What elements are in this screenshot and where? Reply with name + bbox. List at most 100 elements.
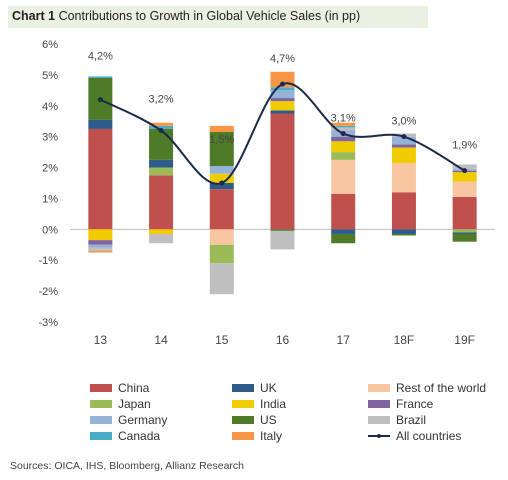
bar-segment <box>88 240 113 245</box>
legend-item: Italy <box>232 429 282 443</box>
legend-swatch <box>232 416 254 424</box>
y-tick-label: 3% <box>42 132 58 144</box>
bar-segment <box>452 181 477 197</box>
all-countries-point <box>280 81 285 87</box>
data-label: 3,0% <box>391 116 416 128</box>
legend-item: Brazil <box>368 413 426 427</box>
legend-swatch <box>232 400 254 408</box>
bar-segment <box>391 162 416 193</box>
bar-segment <box>149 159 174 168</box>
y-tick-label: 6% <box>42 39 58 51</box>
bar-segment <box>391 192 416 230</box>
bar-segment <box>270 113 295 230</box>
legend-item: All countries <box>368 429 461 443</box>
data-label: 4,2% <box>88 51 113 63</box>
bar-segment <box>331 127 356 131</box>
bar-segment <box>209 132 234 167</box>
bar-segment <box>452 232 477 234</box>
legend-label: Rest of the world <box>396 381 487 395</box>
source-note: Sources: OICA, IHS, Bloomberg, Allianz R… <box>10 460 245 472</box>
bar-segment <box>270 87 295 91</box>
y-tick-label: -1% <box>38 255 58 267</box>
legend-item: Germany <box>90 413 167 427</box>
legend-item: US <box>232 413 277 427</box>
legend-swatch <box>368 432 390 440</box>
bar-segment <box>391 144 416 148</box>
y-tick-label: -3% <box>38 317 58 329</box>
bar-segment <box>270 110 295 114</box>
legend-label: UK <box>260 381 277 395</box>
bar-segment <box>391 229 416 234</box>
bar-segment <box>452 172 477 182</box>
x-tick-label: 13 <box>94 333 108 347</box>
legend-swatch <box>232 432 254 440</box>
bar-segment <box>270 98 295 102</box>
bar-segment <box>452 229 477 233</box>
all-countries-point <box>401 134 407 140</box>
legend-swatch <box>368 384 390 392</box>
legend-swatch <box>90 416 112 424</box>
stacked-bar-chart: -3% -2% -1% 0% 1% 2% 3% 4% 5% 6% 13 14 15 16 17 18F 19F 4… <box>38 39 495 347</box>
bar-segment <box>149 128 174 160</box>
y-tick-label: 1% <box>42 193 58 205</box>
bar-segment <box>331 141 356 153</box>
bar-segment <box>391 136 416 145</box>
bar-segment <box>331 233 356 244</box>
bar-segment <box>331 136 356 142</box>
bar-segment <box>88 244 113 248</box>
legend-item: China <box>90 381 149 395</box>
bar-segment <box>452 164 477 170</box>
bar-segment <box>149 233 174 244</box>
legend-label: Japan <box>118 397 151 411</box>
bar-segment <box>331 159 356 194</box>
bar-segment <box>331 122 356 126</box>
bar-segment <box>391 147 416 163</box>
bar-segment <box>331 152 356 160</box>
y-tick-label: 4% <box>42 101 58 113</box>
y-tick-label: -2% <box>38 286 58 298</box>
x-tick-label: 16 <box>276 333 290 347</box>
legend-label: Canada <box>118 429 161 443</box>
bar-segment <box>331 229 356 234</box>
x-tick-label: 17 <box>337 333 351 347</box>
x-tick-label: 15 <box>215 333 229 347</box>
bar-segment <box>88 119 113 129</box>
bar-segment <box>209 263 234 295</box>
bar-segment <box>270 230 295 250</box>
chart-title-bar: Chart 1 Contributions to Growth in Globa… <box>8 6 428 28</box>
legend-label: China <box>118 381 150 395</box>
bar-segment <box>209 166 234 174</box>
chart-title: Chart 1 Contributions to Growth in Globa… <box>12 9 360 23</box>
bar-segment <box>209 244 234 264</box>
bar-segment <box>209 229 234 245</box>
legend-item: Rest of the world <box>368 381 486 395</box>
bar-segment <box>270 90 295 99</box>
bar-segment <box>149 167 174 176</box>
bar-segment <box>391 233 416 236</box>
legend-item: France <box>368 397 433 411</box>
legend-label: US <box>260 413 277 427</box>
bar-segment <box>88 250 113 253</box>
bar-segment <box>149 125 174 129</box>
legend-label: Italy <box>260 429 283 443</box>
data-label: 4,7% <box>270 53 295 65</box>
bar-segment <box>149 122 174 126</box>
all-countries-point <box>97 97 103 103</box>
bar-segment <box>88 229 113 241</box>
legend-swatch <box>232 384 254 392</box>
all-countries-point <box>462 168 468 174</box>
bar-segment <box>452 196 477 230</box>
bar-segment <box>88 247 113 251</box>
bar-segment <box>452 233 477 242</box>
legend-label: All countries <box>396 429 462 443</box>
y-tick-label: 5% <box>42 70 58 82</box>
legend-label: France <box>396 397 434 411</box>
legend-item: Japan <box>90 397 151 411</box>
bar-segment <box>209 183 234 190</box>
data-label: 3,1% <box>331 113 356 125</box>
chart-title-text: Contributions to Growth in Global Vehicl… <box>58 9 361 23</box>
bar-segment <box>149 175 174 230</box>
legend-label: Germany <box>118 413 168 427</box>
bar-segment <box>331 193 356 230</box>
bar-segment <box>88 76 113 78</box>
